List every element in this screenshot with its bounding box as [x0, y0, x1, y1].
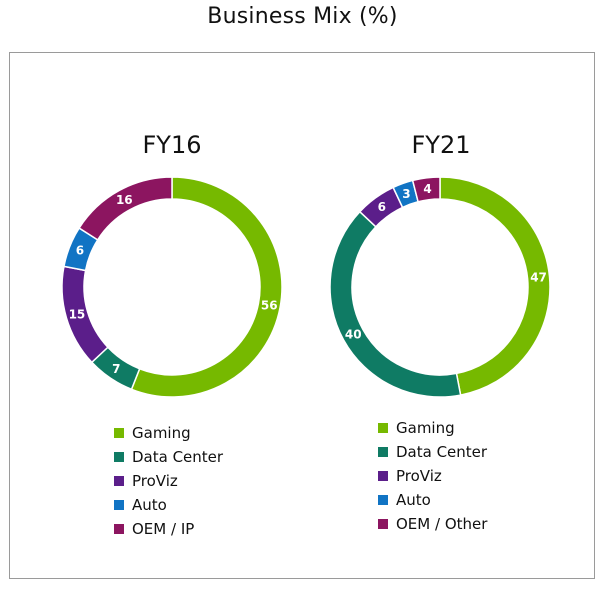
legend-label: ProViz — [132, 472, 178, 490]
legend-swatch — [378, 423, 388, 433]
legend-swatch — [114, 452, 124, 462]
legend-item-data-center: Data Center — [114, 445, 223, 469]
legend-label: Gaming — [132, 424, 191, 442]
data-label-auto: 3 — [402, 187, 410, 201]
legend-label: Data Center — [132, 448, 224, 466]
data-label-data-center: 40 — [345, 328, 362, 342]
legend-swatch — [378, 495, 388, 505]
legend-swatch — [378, 519, 388, 529]
legend-item-auto: Auto — [114, 493, 223, 517]
legend-swatch — [114, 500, 124, 510]
slice-data-center — [329, 210, 462, 398]
legend-item-oem-other: OEM / Other — [378, 512, 487, 536]
slice-oem-other — [411, 176, 441, 203]
legend-item-gaming: Gaming — [378, 416, 487, 440]
slice-gaming — [439, 176, 551, 396]
fy16-title: FY16 — [142, 131, 202, 159]
legend-item-data-center: Data Center — [378, 440, 487, 464]
fy21-title: FY21 — [411, 131, 471, 159]
legend-swatch — [114, 428, 124, 438]
fy21-donut-chart: 47 40 6 3 4 — [329, 176, 551, 398]
data-label-proviz: 6 — [378, 200, 386, 214]
data-label-proviz: 15 — [69, 308, 86, 322]
data-label-gaming: 56 — [261, 299, 278, 313]
chart-frame: FY16 FY21 56 7 15 6 16 47 40 6 3 4 Gaming Data Ce… — [9, 52, 595, 579]
data-label-oem-other: 4 — [423, 182, 431, 196]
legend-label: OEM / IP — [132, 520, 195, 538]
legend-label: Gaming — [396, 419, 455, 437]
legend-label: Data Center — [396, 443, 488, 461]
chart-title: Business Mix (%) — [207, 4, 398, 29]
fy16-donut-chart: 56 7 15 6 16 — [61, 176, 283, 398]
legend-label: Auto — [132, 496, 167, 514]
data-label-auto: 6 — [76, 244, 84, 258]
legend-item-proviz: ProViz — [378, 464, 487, 488]
slice-gaming — [130, 176, 283, 398]
legend-label: OEM / Other — [396, 515, 488, 533]
legend-swatch — [378, 471, 388, 481]
legend-swatch — [378, 447, 388, 457]
legend-item-auto: Auto — [378, 488, 487, 512]
data-label-data-center: 7 — [112, 362, 120, 376]
legend-item-oem-ip: OEM / IP — [114, 517, 223, 541]
legend-swatch — [114, 524, 124, 534]
legend-swatch — [114, 476, 124, 486]
legend-label: ProViz — [396, 467, 442, 485]
data-label-oem-ip: 16 — [116, 193, 133, 207]
fy16-legend: Gaming Data Center ProViz Auto OEM / IP — [114, 421, 223, 541]
legend-item-gaming: Gaming — [114, 421, 223, 445]
fy21-legend: Gaming Data Center ProViz Auto OEM / Other — [378, 416, 487, 536]
data-label-gaming: 47 — [530, 271, 547, 285]
legend-item-proviz: ProViz — [114, 469, 223, 493]
legend-label: Auto — [396, 491, 431, 509]
slice-oem-ip — [78, 176, 173, 241]
